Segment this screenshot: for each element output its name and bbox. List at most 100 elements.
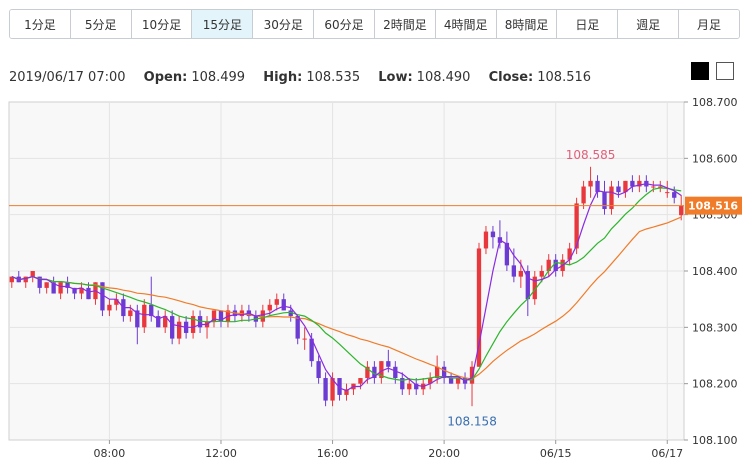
candle-up [267, 304, 272, 311]
candle-up [30, 271, 35, 277]
open-value: 108.499 [191, 70, 246, 85]
candle-down [100, 282, 105, 311]
candle-down [553, 259, 558, 271]
low-value: 108.490 [416, 70, 471, 85]
candle-down [295, 316, 300, 339]
candle-up [476, 248, 482, 367]
candle-down [281, 299, 286, 311]
candle-up [344, 389, 349, 395]
candle-up [190, 316, 196, 333]
open-label: Open: [143, 70, 188, 85]
candle-up [546, 259, 551, 271]
candle-up [567, 248, 572, 260]
tab-15min[interactable]: 15分足 [192, 10, 254, 38]
y-tick-label: 108.700 [692, 96, 738, 109]
candle-down [441, 366, 447, 379]
candle-down [135, 310, 140, 328]
candle-up [260, 310, 265, 322]
price-annotation: 108.585 [566, 148, 616, 162]
candle-down [218, 310, 224, 322]
candle-down [595, 180, 600, 193]
candle-up [679, 205, 684, 216]
candle-down [72, 287, 77, 294]
candle-up [330, 378, 335, 401]
ohlc-datetime: 2019/06/17 07:00 [9, 70, 126, 85]
candle-up [142, 304, 147, 328]
candle-up [9, 276, 14, 283]
current-price-label: 108.516 [688, 200, 738, 213]
candle-down [372, 366, 377, 379]
y-tick-label: 108.200 [692, 378, 738, 391]
tab-30min[interactable]: 30分足 [253, 10, 315, 38]
candle-up [274, 299, 279, 305]
candle-up [23, 276, 28, 283]
close-value: 108.516 [537, 70, 592, 85]
tab-8hour[interactable]: 8時間足 [496, 10, 558, 38]
candle-up [658, 186, 663, 188]
candle-up [211, 310, 217, 322]
tab-10min[interactable]: 10分足 [131, 10, 193, 38]
candle-down [316, 361, 321, 379]
candle-down [170, 316, 175, 339]
moving-average-slow [11, 216, 682, 380]
y-tick-label: 108.300 [692, 321, 738, 334]
tab-1min[interactable]: 1分足 [10, 10, 71, 38]
high-label: High: [263, 70, 303, 85]
candle-up [532, 276, 537, 300]
ohlc-readout: 2019/06/17 07:00 Open: 108.499 High: 108.5… [9, 70, 591, 85]
x-tick-label: 12:00 [205, 447, 237, 460]
candle-down [448, 378, 454, 384]
y-tick-label: 108.100 [692, 434, 738, 447]
candle-up [581, 186, 586, 204]
close-label: Close: [488, 70, 534, 85]
x-tick-label: 06/17 [651, 447, 683, 460]
tab-5min[interactable]: 5分足 [70, 10, 132, 38]
candle-up [665, 192, 670, 194]
candle-down [309, 338, 314, 362]
x-tick-label: 06/15 [540, 447, 572, 460]
x-tick-label: 08:00 [94, 447, 126, 460]
timeframe-tabs: 1分足 5分足 10分足 15分足 30分足 60分足 2時間足 4時間足 8時… [9, 9, 740, 39]
tab-daily[interactable]: 日足 [557, 10, 619, 38]
candle-down [414, 383, 419, 390]
candle-up [128, 310, 133, 317]
candle-up [518, 271, 523, 277]
candle-up [163, 316, 168, 328]
tab-2hour[interactable]: 2時間足 [374, 10, 436, 38]
tab-monthly[interactable]: 月足 [679, 10, 739, 38]
x-tick-label: 16:00 [317, 447, 349, 460]
tab-weekly[interactable]: 週足 [618, 10, 680, 38]
candle-down [490, 231, 496, 238]
candle-up [588, 180, 593, 187]
tab-60min[interactable]: 60分足 [314, 10, 375, 38]
candle-down [400, 378, 405, 390]
high-value: 108.535 [306, 70, 361, 85]
candle-down [86, 287, 91, 300]
low-label: Low: [378, 70, 413, 85]
moving-average-mid [11, 187, 682, 382]
x-tick-label: 20:00 [428, 447, 460, 460]
candle-up [539, 271, 544, 277]
candle-up [107, 304, 112, 311]
candle-up [358, 378, 363, 384]
candle-down [37, 276, 42, 288]
tab-4hour[interactable]: 4時間足 [435, 10, 497, 38]
light-theme-button[interactable] [716, 62, 734, 80]
candle-down [602, 192, 607, 210]
candle-up [455, 378, 461, 384]
moving-average-fast [11, 183, 682, 392]
candle-up [434, 366, 440, 379]
candle-down [616, 186, 621, 193]
candle-up [79, 287, 84, 294]
candle-up [58, 282, 63, 294]
candle-down [630, 180, 635, 187]
candle-up [114, 299, 119, 305]
candle-down [156, 316, 161, 328]
candle-down [511, 265, 517, 277]
candle-up [609, 186, 614, 210]
dark-theme-button[interactable] [691, 62, 709, 80]
y-tick-label: 108.600 [692, 152, 738, 165]
candle-up [574, 203, 579, 249]
candle-up [44, 282, 49, 288]
